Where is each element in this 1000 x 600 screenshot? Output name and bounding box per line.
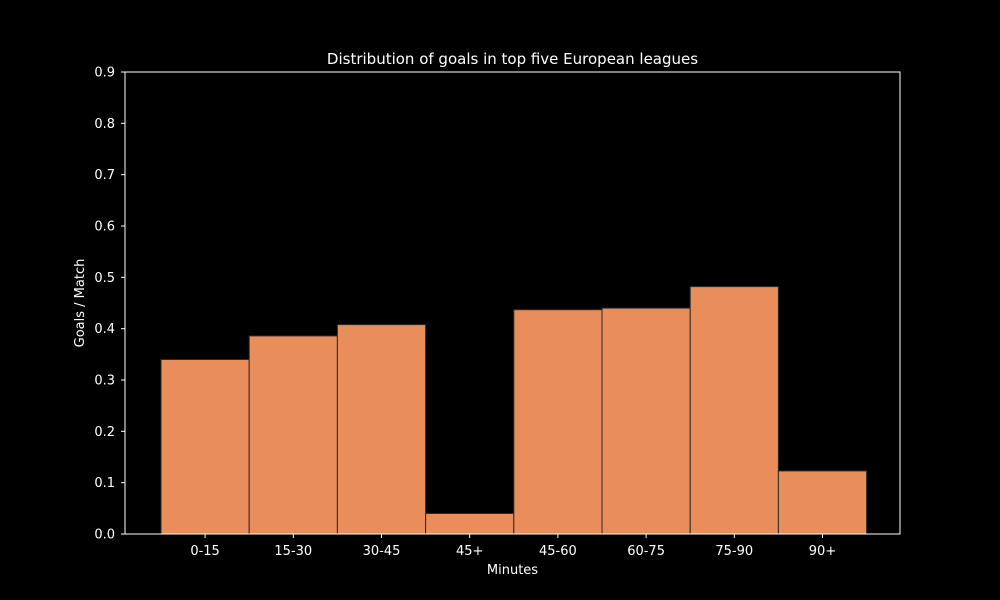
y-tick-label: 0.7 [94, 168, 115, 183]
x-tick-label: 45-60 [539, 544, 577, 559]
y-tick-label: 0.4 [94, 322, 115, 337]
y-tick-label: 0.5 [94, 271, 115, 286]
x-tick-label: 75-90 [715, 544, 753, 559]
x-tick-label: 30-45 [363, 544, 401, 559]
bar-45+ [425, 513, 515, 535]
bars-group [160, 286, 868, 535]
y-tick-label: 0.0 [94, 528, 115, 543]
y-tick-label: 0.1 [94, 476, 115, 491]
bar-30-45 [336, 324, 427, 535]
plot-area-frame [124, 71, 901, 535]
x-tick-label: 15-30 [274, 544, 312, 559]
bar-90+ [777, 470, 868, 535]
bar-60-75 [601, 307, 691, 535]
y-axis-label: Goals / Match [73, 259, 88, 348]
y-tick-label: 0.6 [94, 220, 115, 235]
bar-0-15 [160, 359, 250, 535]
x-tick-label: 0-15 [190, 544, 220, 559]
bar-45-60 [513, 309, 603, 535]
x-axis-label: Minutes [487, 563, 538, 578]
bar-15-30 [248, 335, 338, 535]
y-tick-label: 0.2 [94, 425, 115, 440]
x-tick-label: 90+ [809, 544, 836, 559]
y-tick-label: 0.8 [94, 117, 115, 132]
bar-75-90 [689, 286, 779, 535]
y-axis-ticks: 0.0 0.1 0.2 0.3 0.4 0.5 0.6 0.7 0.8 0.9 [94, 66, 125, 543]
chart-title: Distribution of goals in top five Europe… [327, 50, 698, 68]
y-tick-label: 0.3 [94, 374, 115, 389]
x-tick-label: 45+ [456, 544, 483, 559]
x-axis-ticks: 0-15 15-30 30-45 45+ 45-60 60-75 75-90 90+ [190, 534, 836, 559]
y-tick-label: 0.9 [94, 66, 115, 81]
x-tick-label: 60-75 [627, 544, 665, 559]
